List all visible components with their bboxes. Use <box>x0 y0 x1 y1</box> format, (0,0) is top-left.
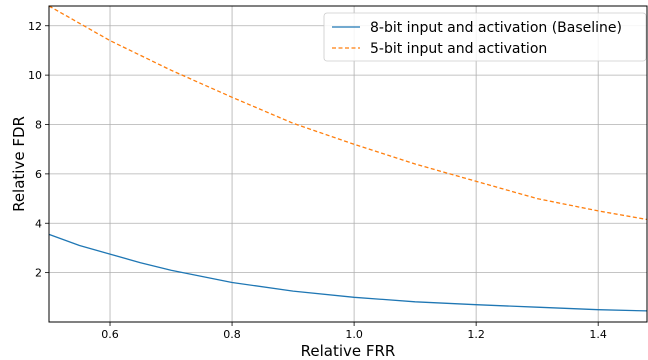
y-axis-label: Relative FDR <box>10 116 28 212</box>
y-tick-label: 8 <box>35 119 42 132</box>
legend-label-2: 5-bit input and activation <box>370 41 547 57</box>
legend-box <box>323 12 647 62</box>
y-tick-label: 2 <box>35 267 42 280</box>
legend-label-1: 8-bit input and activation (Baseline) <box>370 20 622 36</box>
y-tick-label: 6 <box>35 168 42 181</box>
y-tick-label: 12 <box>28 20 42 33</box>
series-line-2 <box>48 5 648 221</box>
series-lines <box>48 5 648 312</box>
x-tick-label: 0.6 <box>101 328 119 341</box>
x-axis-label: Relative FRR <box>301 342 396 360</box>
plot-frame <box>48 5 648 323</box>
legend: 8-bit input and activation (Baseline) 5-b… <box>323 12 647 62</box>
y-axis-ticks: 2 4 6 8 10 12 <box>28 20 49 280</box>
x-axis-ticks: 0.6 0.8 1.0 1.2 1.4 <box>101 322 607 341</box>
y-tick-label: 4 <box>35 217 42 230</box>
y-tick-label: 10 <box>28 69 42 82</box>
x-tick-label: 1.2 <box>467 328 485 341</box>
x-tick-label: 1.4 <box>589 328 607 341</box>
x-tick-label: 0.8 <box>223 328 241 341</box>
x-tick-label: 1.0 <box>345 328 363 341</box>
series-line-1 <box>48 233 648 312</box>
